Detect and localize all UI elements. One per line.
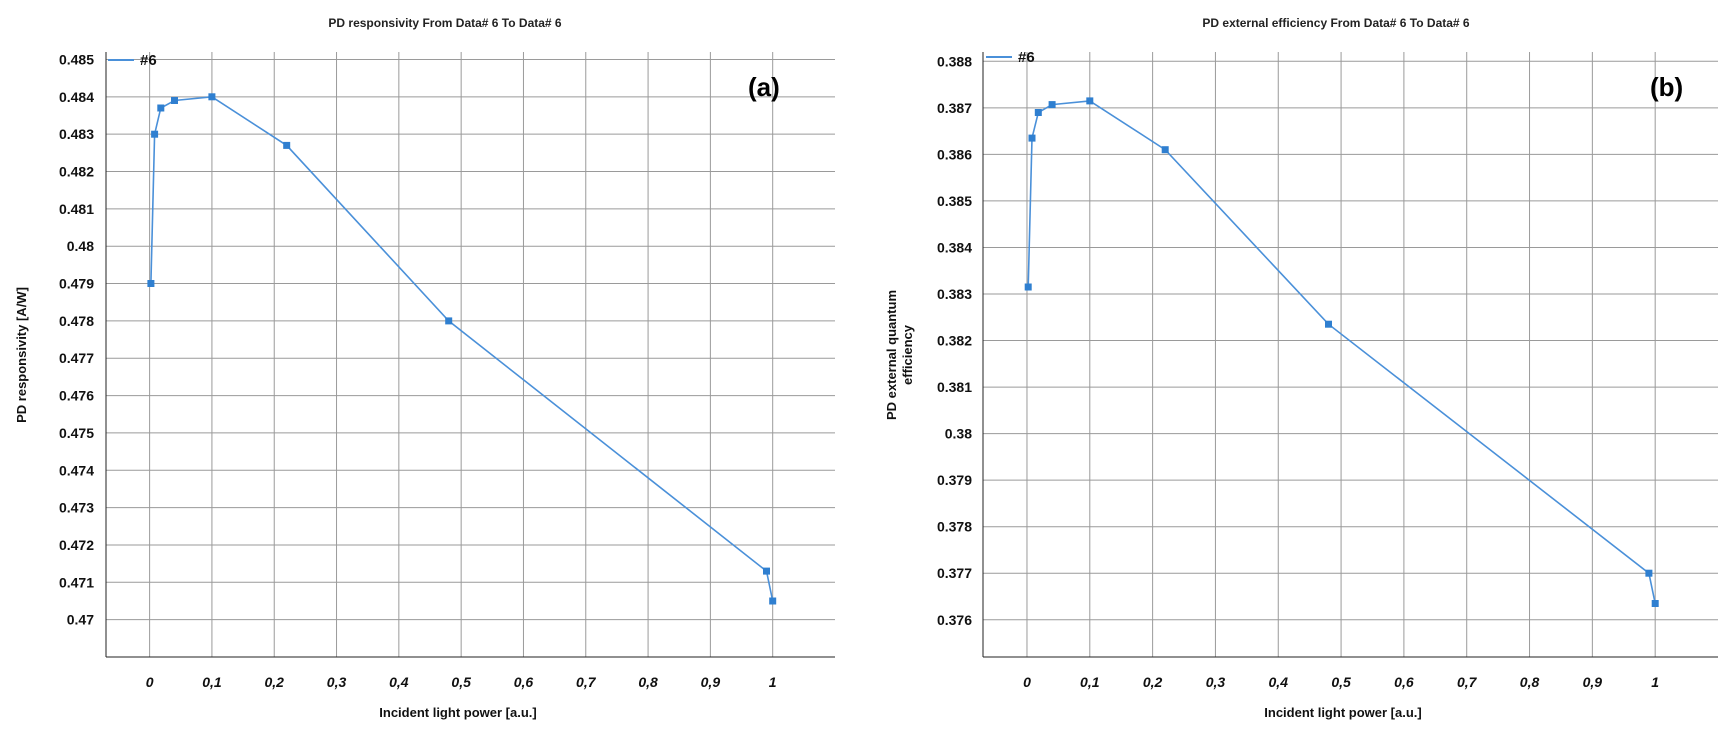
- y-tick-label: 0.387: [937, 100, 972, 116]
- x-tick-label: 0,3: [1206, 674, 1226, 690]
- panel-label: (a): [748, 72, 780, 102]
- y-tick-label: 0.38: [945, 426, 972, 442]
- axes: [105, 52, 835, 658]
- x-tick-label: 0,1: [202, 674, 222, 690]
- y-tick-label: 0.472: [59, 537, 94, 553]
- x-axis-label: Incident light power [a.u.]: [1264, 705, 1421, 720]
- y-tick-label: 0.483: [59, 126, 94, 142]
- chart-panel-b: PD external efficiency From Data# 6 To D…: [884, 16, 1718, 720]
- x-tick-label: 1: [1651, 674, 1659, 690]
- x-tick-label: 0,3: [327, 674, 347, 690]
- data-point: [1086, 97, 1094, 105]
- y-tick-label: 0.478: [59, 313, 94, 329]
- y-tick-label: 0.386: [937, 146, 972, 162]
- y-tick-label: 0.479: [59, 276, 94, 292]
- x-tick-label: 0: [1023, 674, 1031, 690]
- y-tick-label: 0.484: [59, 89, 94, 105]
- y-tick-labels: 0.376 0.377 0.378 0.379 0.38 0.381 0.382 0.383 0…: [937, 53, 972, 627]
- data-point: [208, 93, 216, 101]
- x-tick-label: 0,1: [1080, 674, 1100, 690]
- chart-title: PD responsivity From Data# 6 To Data# 6: [328, 16, 562, 30]
- x-tick-label: 0,4: [389, 674, 409, 690]
- y-tick-label: 0.376: [937, 612, 972, 628]
- y-tick-label: 0.473: [59, 500, 94, 516]
- data-point: [157, 104, 165, 112]
- data-point: [769, 597, 777, 605]
- y-tick-labels: 0.47 0.471 0.472 0.473 0.474 0.475 0.476 0.477 0…: [59, 51, 94, 627]
- x-tick-label: 0,5: [451, 674, 471, 690]
- data-point: [283, 141, 291, 149]
- data-point: [147, 280, 155, 287]
- y-tick-label: 0.384: [937, 239, 972, 255]
- svg-text:efficiency: efficiency: [900, 324, 915, 385]
- x-tick-label: 0: [146, 674, 154, 690]
- x-tick-label: 1: [769, 674, 777, 690]
- x-tick-label: 0,6: [1394, 674, 1414, 690]
- x-tick-label: 0,9: [1583, 674, 1603, 690]
- data-point: [1651, 600, 1659, 607]
- y-tick-label: 0.474: [59, 462, 94, 478]
- axes: [982, 52, 1718, 658]
- y-tick-label: 0.475: [59, 425, 94, 441]
- y-tick-label: 0.482: [59, 164, 94, 180]
- y-tick-label: 0.388: [937, 53, 972, 69]
- panel-label: (b): [1650, 72, 1683, 102]
- grid: [106, 52, 835, 657]
- data-point: [1645, 569, 1653, 577]
- data-series: [147, 93, 777, 605]
- data-point: [1325, 320, 1332, 328]
- y-tick-label: 0.47: [67, 612, 94, 628]
- y-axis-label: PD responsivity [A/W]: [14, 287, 29, 423]
- legend: #6: [986, 49, 1035, 66]
- series-line: [1027, 100, 1656, 604]
- data-point: [1024, 283, 1032, 291]
- svg-text:PD external quantum: PD external quantum: [884, 290, 899, 420]
- y-tick-label: 0.477: [59, 350, 94, 366]
- y-tick-label: 0.383: [937, 286, 972, 302]
- x-tick-label: 0,2: [1143, 674, 1163, 690]
- grid: [983, 52, 1718, 657]
- legend-label: #6: [140, 52, 157, 69]
- data-series: [1024, 97, 1659, 607]
- y-tick-label: 0.476: [59, 388, 94, 404]
- data-point: [1034, 109, 1042, 116]
- x-tick-label: 0,5: [1331, 674, 1351, 690]
- chart-title: PD external efficiency From Data# 6 To D…: [1202, 16, 1470, 30]
- y-axis-label: PD external quantum efficiency: [884, 290, 915, 420]
- x-tick-label: 0,9: [701, 674, 721, 690]
- data-point: [171, 97, 178, 104]
- data-point: [1048, 101, 1056, 109]
- data-point: [445, 317, 453, 325]
- x-tick-label: 0,8: [1520, 674, 1540, 690]
- x-tick-label: 0,7: [576, 674, 597, 690]
- x-tick-label: 0,6: [514, 674, 534, 690]
- x-tick-label: 0,8: [638, 674, 658, 690]
- x-tick-label: 0,4: [1269, 674, 1289, 690]
- x-tick-label: 0,7: [1457, 674, 1478, 690]
- y-tick-label: 0.48: [67, 238, 94, 254]
- data-point: [151, 130, 159, 138]
- x-axis-label: Incident light power [a.u.]: [379, 705, 536, 720]
- data-point: [763, 567, 770, 575]
- data-point: [1028, 134, 1036, 142]
- y-tick-label: 0.471: [59, 574, 94, 590]
- y-tick-label: 0.485: [59, 51, 94, 67]
- legend-label: #6: [1018, 49, 1035, 66]
- y-tick-label: 0.481: [59, 201, 94, 217]
- chart-panel-a: PD responsivity From Data# 6 To Data# 6 …: [14, 16, 835, 720]
- x-tick-label: 0,2: [264, 674, 284, 690]
- x-tick-labels: 0 0,1 0,2 0,3 0,4 0,5 0,6 0,7 0,8 0,9 1: [1023, 674, 1659, 690]
- x-tick-labels: 0 0,1 0,2 0,3 0,4 0,5 0,6 0,7 0,8 0,9 1: [146, 674, 777, 690]
- y-tick-label: 0.379: [937, 472, 972, 488]
- y-tick-label: 0.378: [937, 519, 972, 535]
- series-line: [150, 95, 774, 602]
- legend: #6: [108, 52, 157, 69]
- data-point: [1161, 146, 1169, 154]
- y-tick-label: 0.381: [937, 379, 972, 395]
- y-tick-label: 0.377: [937, 565, 972, 581]
- y-tick-label: 0.385: [937, 193, 972, 209]
- y-tick-label: 0.382: [937, 333, 972, 349]
